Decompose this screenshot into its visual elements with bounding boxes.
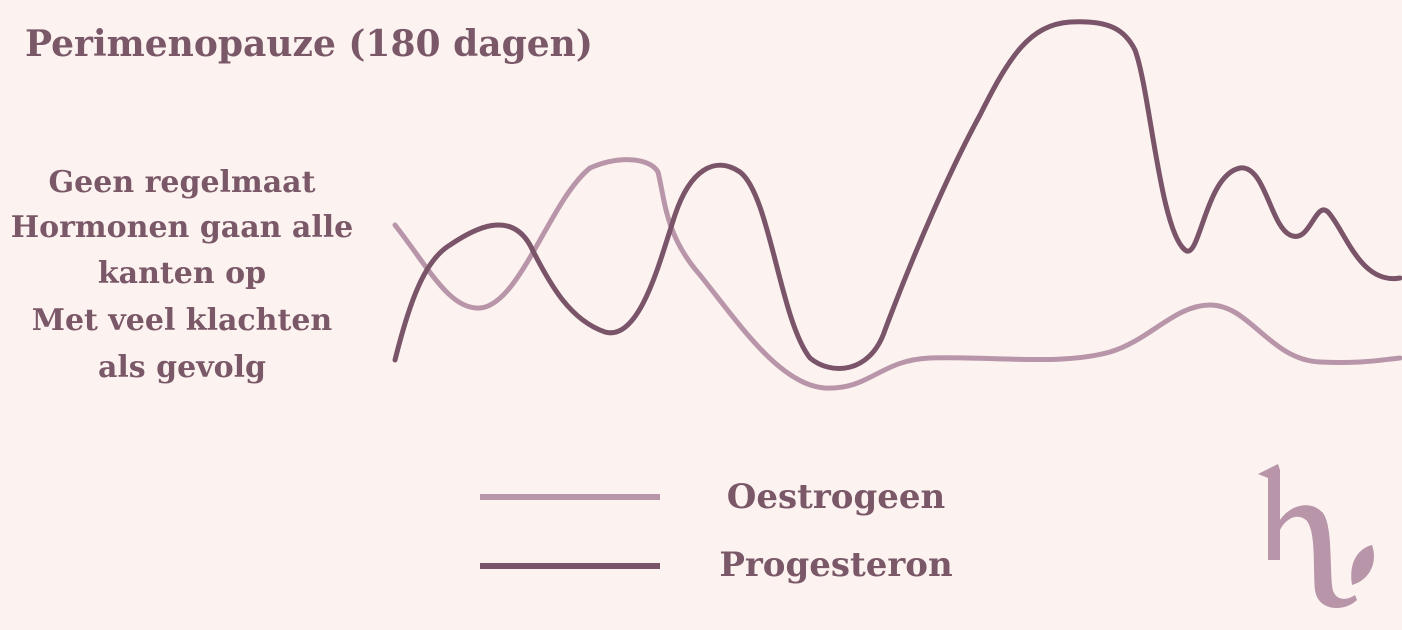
description-line: kanten op bbox=[98, 256, 266, 291]
progesteron-curve bbox=[392, 19, 1402, 371]
description-line: Hormonen gaan alle bbox=[11, 210, 354, 245]
oestrogeen-curve bbox=[392, 157, 1402, 391]
logo bbox=[1258, 464, 1374, 609]
logo-leaf bbox=[1351, 545, 1374, 585]
description: Geen regelmaat Hormonen gaan alle kanten… bbox=[11, 165, 354, 385]
legend-label: Progesteron bbox=[719, 545, 952, 585]
logo-letter bbox=[1258, 464, 1357, 609]
title: Perimenopauze (180 dagen) bbox=[25, 23, 593, 65]
legend-label: Oestrogeen bbox=[727, 477, 945, 517]
description-line: als gevolg bbox=[98, 350, 266, 385]
description-line: Met veel klachten bbox=[32, 303, 333, 338]
description-line: Geen regelmaat bbox=[49, 165, 316, 200]
